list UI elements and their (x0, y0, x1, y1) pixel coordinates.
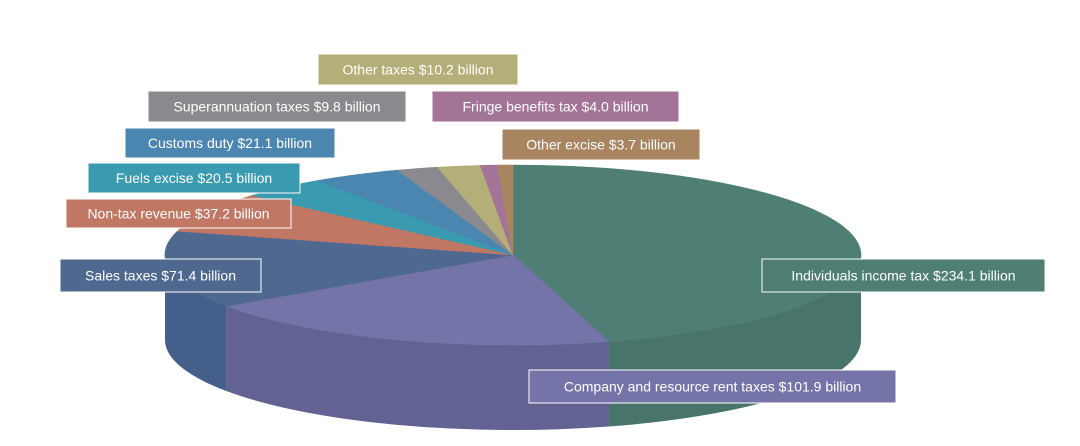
label-text-other-taxes: Other taxes $10.2 billion (343, 62, 494, 78)
label-non-tax-revenue: Non-tax revenue $37.2 billion (65, 198, 292, 229)
label-box-individuals-income-tax (761, 258, 1046, 293)
label-text-individuals-income-tax: Individuals income tax $234.1 billion (791, 268, 1015, 284)
pie-slice-other-excise (496, 164, 514, 256)
label-individuals-income-tax: Individuals income tax $234.1 billion (761, 258, 1046, 293)
label-sales-taxes: Sales taxes $71.4 billion (59, 258, 262, 293)
pie-labels: Individuals income tax $234.1 billion Com… (59, 53, 1046, 404)
label-box-fuels-excise (87, 162, 301, 194)
label-text-fuels-excise: Fuels excise $20.5 billion (116, 170, 272, 186)
label-text-sales-taxes: Sales taxes $71.4 billion (85, 268, 236, 284)
label-box-superannuation-taxes (147, 90, 407, 123)
label-box-other-taxes (317, 53, 519, 86)
label-fuels-excise: Fuels excise $20.5 billion (87, 162, 301, 194)
pie-side-company-and-resource-rent-taxes (226, 306, 609, 430)
label-box-customs-duty (124, 127, 336, 159)
label-text-fringe-benefits-tax: Fringe benefits tax $4.0 billion (463, 99, 649, 115)
label-text-superannuation-taxes: Superannuation taxes $9.8 billion (173, 99, 380, 115)
label-box-fringe-benefits-tax (431, 90, 680, 123)
label-text-other-excise: Other excise $3.7 billion (526, 137, 675, 153)
label-customs-duty: Customs duty $21.1 billion (124, 127, 336, 159)
label-box-company-and-resource-rent-taxes (528, 369, 897, 404)
label-box-non-tax-revenue (65, 198, 292, 229)
label-box-other-excise (501, 128, 701, 161)
pie-slice-individuals-income-tax (512, 164, 862, 342)
label-superannuation-taxes: Superannuation taxes $9.8 billion (147, 90, 407, 123)
label-fringe-benefits-tax: Fringe benefits tax $4.0 billion (431, 90, 680, 123)
pie-slice-company-and-resource-rent-taxes (225, 254, 610, 346)
label-box-sales-taxes (59, 258, 262, 293)
label-text-company-and-resource-rent-taxes: Company and resource rent taxes $101.9 b… (564, 379, 861, 395)
label-text-non-tax-revenue: Non-tax revenue $37.2 billion (87, 206, 269, 222)
label-other-excise: Other excise $3.7 billion (501, 128, 701, 161)
label-text-customs-duty: Customs duty $21.1 billion (148, 135, 312, 151)
label-other-taxes: Other taxes $10.2 billion (317, 53, 519, 86)
label-company-and-resource-rent-taxes: Company and resource rent taxes $101.9 b… (528, 369, 897, 404)
